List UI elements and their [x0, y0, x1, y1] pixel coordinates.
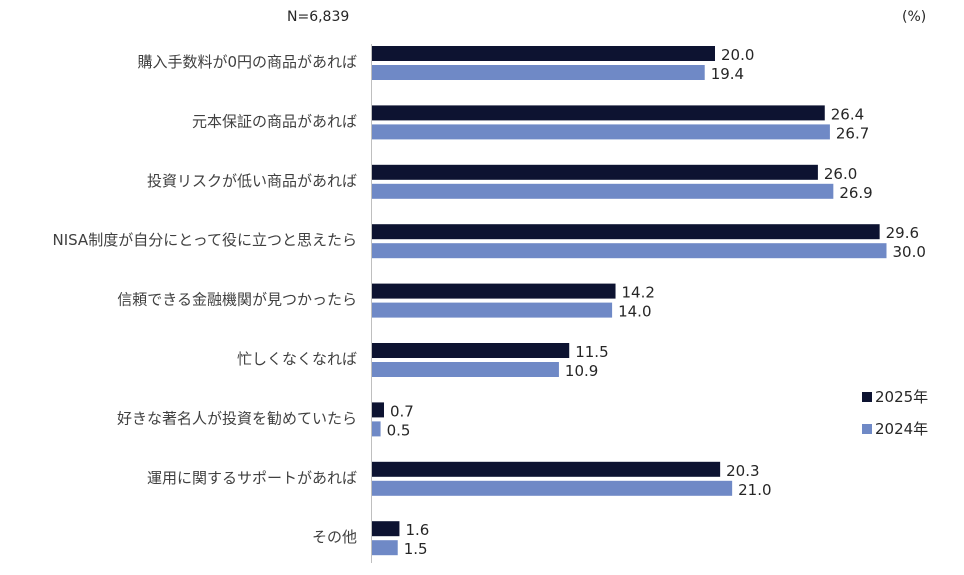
- category-label: 信頼できる金融機関が見つかったら: [117, 291, 357, 309]
- bar-2025年-3: [372, 224, 880, 240]
- legend-swatch: [862, 424, 872, 434]
- value-label: 14.2: [622, 284, 655, 302]
- bar-2024年-6: [372, 421, 381, 437]
- bar-2024年-5: [372, 362, 559, 377]
- bar-2025年-2: [372, 164, 818, 180]
- bar-2025年-0: [372, 46, 715, 61]
- bar-2024年-8: [372, 540, 398, 556]
- value-label: 10.9: [565, 362, 598, 380]
- category-label: NISA制度が自分にとって役に立つと思えたら: [52, 231, 357, 249]
- value-label: 0.7: [390, 402, 414, 420]
- bar-2025年-1: [372, 105, 825, 121]
- value-label: 0.5: [387, 421, 411, 439]
- legend-swatch: [862, 392, 872, 402]
- value-label: 26.0: [824, 165, 857, 183]
- category-label: 運用に関するサポートがあれば: [147, 469, 357, 487]
- value-label: 20.0: [721, 46, 754, 64]
- category-label: 投資リスクが低い商品があれば: [147, 172, 357, 190]
- category-label: 忙しくなくなれば: [237, 350, 357, 368]
- category-label: 元本保証の商品があれば: [192, 112, 357, 130]
- value-label: 21.0: [738, 481, 771, 499]
- bar-2025年-8: [372, 521, 400, 537]
- value-label: 26.9: [839, 184, 872, 202]
- bar-2025年-6: [372, 402, 385, 418]
- category-label: 購入手数料が0円の商品があれば: [137, 53, 357, 71]
- value-label: 20.3: [726, 462, 759, 480]
- value-label: 11.5: [575, 343, 608, 361]
- unit-note: (%): [902, 9, 926, 25]
- bars-group: [372, 46, 887, 556]
- category-label: その他: [312, 528, 357, 546]
- bar-2024年-1: [372, 124, 830, 140]
- bar-2024年-3: [372, 243, 887, 259]
- value-label: 1.5: [404, 540, 428, 558]
- bar-2025年-5: [372, 343, 570, 358]
- bar-2025年-4: [372, 283, 616, 299]
- bar-2024年-7: [372, 480, 733, 496]
- legend-label: 2025年: [875, 388, 928, 406]
- value-label: 14.0: [618, 303, 651, 321]
- value-label: 26.4: [831, 105, 864, 123]
- bar-2024年-2: [372, 183, 834, 199]
- bar-2024年-4: [372, 302, 613, 318]
- value-label: 26.7: [836, 124, 869, 142]
- value-label: 29.6: [886, 224, 919, 242]
- legend-label: 2024年: [875, 420, 928, 438]
- value-label: 19.4: [711, 65, 744, 83]
- legend: 2025年 2024年: [862, 388, 928, 438]
- category-label: 好きな著名人が投資を勧めていたら: [117, 409, 357, 427]
- bar-2024年-0: [372, 65, 705, 80]
- sample-size-note: N=6,839: [287, 9, 349, 25]
- bar-2025年-7: [372, 461, 721, 477]
- value-label: 1.6: [405, 521, 429, 539]
- value-label: 30.0: [893, 243, 926, 261]
